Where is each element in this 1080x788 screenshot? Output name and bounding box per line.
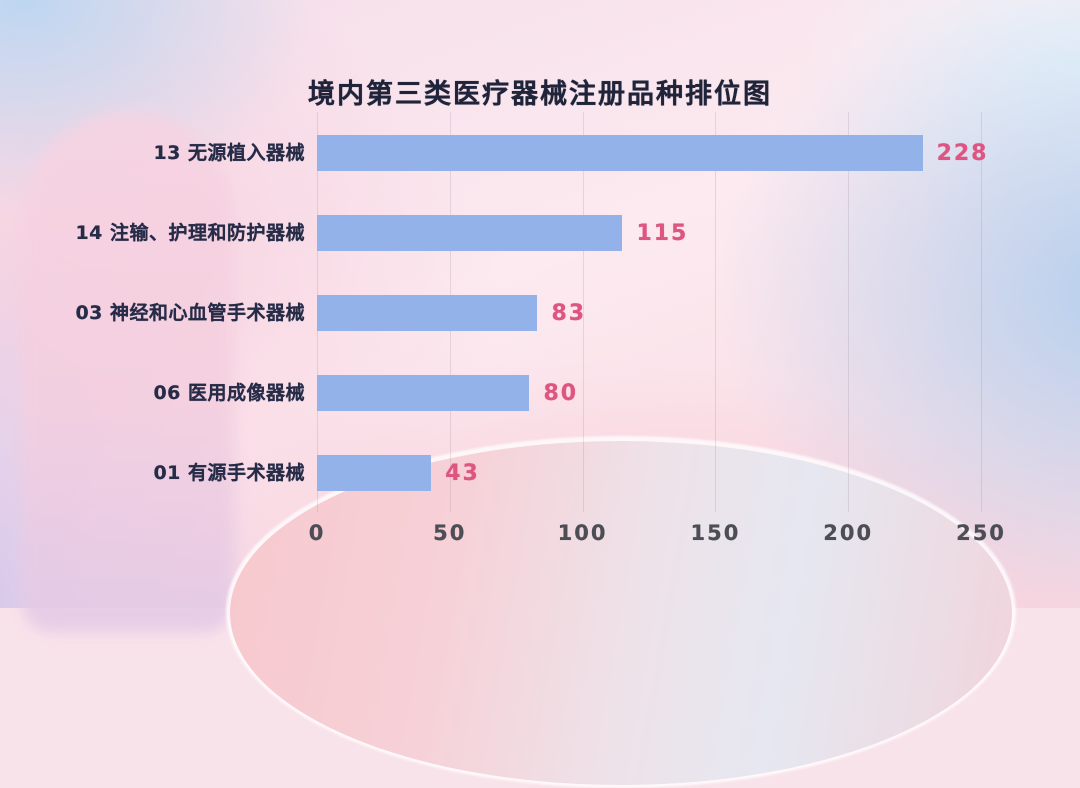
bar — [317, 455, 432, 491]
bar-row: 01 有源手术器械 43 — [153, 455, 981, 491]
x-tick-label: 50 — [433, 521, 467, 545]
gridline — [715, 112, 717, 512]
bar-row: 03 神经和心血管手术器械 83 — [75, 295, 981, 331]
plot-area: 13 无源植入器械 228 14 注输、护理和防护器械 115 03 神经和心血管手术器… — [75, 112, 987, 512]
category-label: 14 注输、护理和防护器械 — [75, 222, 305, 244]
bar-row: 13 无源植入器械 228 — [153, 135, 987, 171]
x-tick-label: 250 — [956, 521, 1006, 545]
bar-row: 14 注输、护理和防护器械 115 — [75, 215, 981, 251]
value-label: 228 — [936, 141, 989, 166]
bar — [317, 375, 530, 411]
category-label: 13 无源植入器械 — [153, 142, 305, 164]
bar — [317, 135, 923, 171]
x-tick-label: 100 — [557, 521, 608, 545]
x-tick-label: 150 — [690, 521, 741, 545]
x-tick-label: 200 — [823, 521, 874, 545]
gridline — [848, 112, 850, 512]
bar — [317, 295, 538, 331]
bar-row: 06 医用成像器械 80 — [153, 375, 981, 411]
value-label: 80 — [543, 381, 579, 406]
value-label: 43 — [445, 461, 480, 486]
category-label: 06 医用成像器械 — [153, 382, 305, 404]
category-label: 01 有源手术器械 — [153, 462, 305, 484]
x-tick-label: 0 — [308, 521, 326, 545]
value-label: 115 — [636, 221, 689, 246]
gridline — [981, 112, 982, 512]
bar — [317, 215, 623, 251]
gridline — [582, 112, 584, 512]
x-axis: 0 50 100 150 200 250 — [309, 521, 1004, 555]
value-label: 83 — [551, 301, 587, 326]
left-blob-decoration — [22, 112, 234, 632]
category-label: 03 神经和心血管手术器械 — [75, 302, 305, 324]
chart-title: 境内第三类医疗器械注册品种排位图 — [308, 79, 772, 111]
